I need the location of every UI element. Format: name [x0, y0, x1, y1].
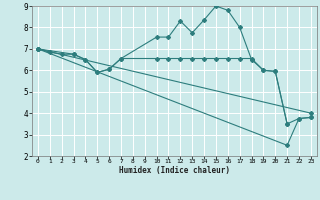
X-axis label: Humidex (Indice chaleur): Humidex (Indice chaleur)	[119, 166, 230, 175]
